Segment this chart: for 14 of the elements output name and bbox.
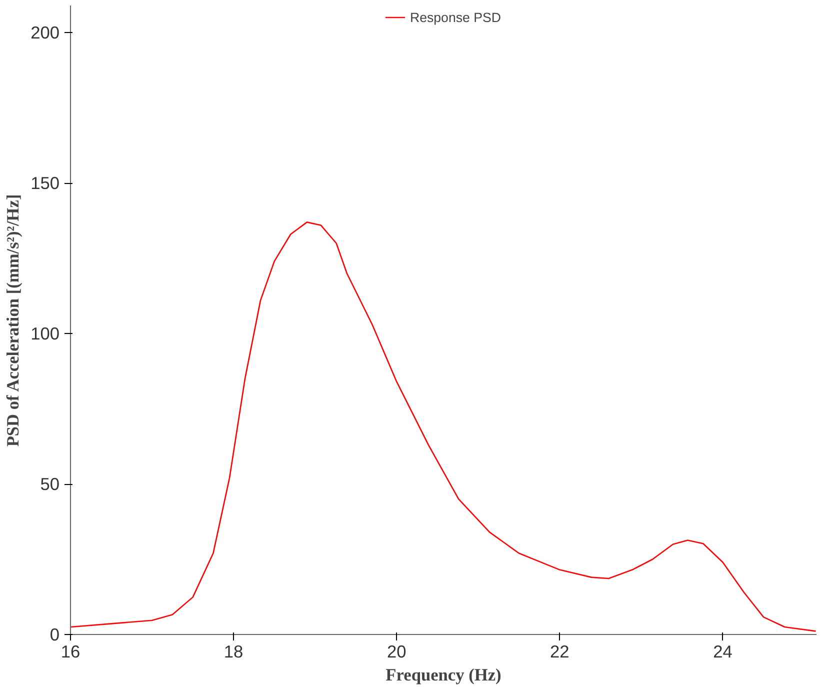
x-tick-label: 24 <box>713 642 733 662</box>
y-tick-label: 0 <box>50 624 60 644</box>
x-tick-label: 20 <box>386 642 406 662</box>
legend-label: Response PSD <box>410 10 502 24</box>
x-tick-label: 16 <box>60 642 80 662</box>
x-axis-title: Frequency (Hz) <box>386 666 502 684</box>
y-tick-label: 200 <box>30 22 60 43</box>
y-tick-label: 50 <box>40 474 60 494</box>
line-series <box>70 222 816 632</box>
x-tick-label: 18 <box>224 642 244 662</box>
y-tick-label: 150 <box>30 173 60 194</box>
y-tick-label: 100 <box>30 324 60 344</box>
y-axis-title: PSD of Acceleration [(mm/s²)²/Hz] <box>4 194 23 447</box>
x-tick-label: 22 <box>550 642 570 662</box>
